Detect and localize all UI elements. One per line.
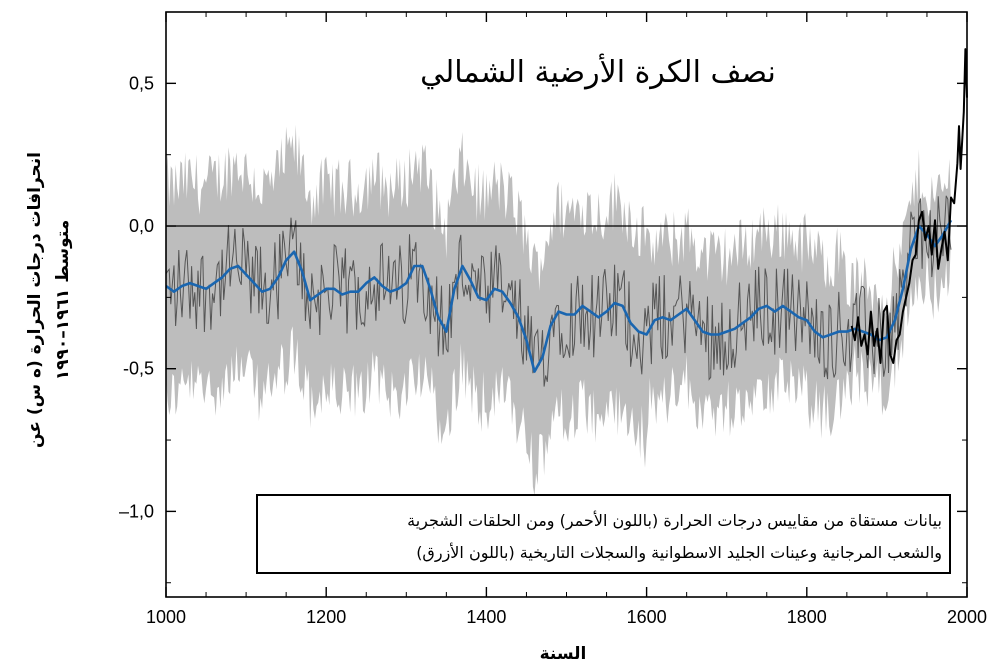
- x-axis-title: السنة: [540, 644, 587, 664]
- chart-title: نصف الكرة الأرضية الشمالي: [420, 52, 776, 90]
- x-tick-label: 1000: [146, 607, 186, 627]
- annual-proxy-line: [165, 195, 952, 387]
- y-axis-title-line-2: متوسط ١٩٦١–١٩٩٠: [53, 220, 73, 381]
- smoothed-proxy-layer: [165, 219, 953, 373]
- instrumental-layer: [850, 48, 968, 364]
- legend-frame: [256, 494, 951, 574]
- x-tick-label: 1800: [787, 607, 827, 627]
- tick-marks: [165, 11, 968, 597]
- y-axis-title: انحرافات درجات الحرارة (ه س) عن متوسط ١٩…: [25, 152, 73, 448]
- legend-line-2: والشعب المرجانية وعينات الجليد الاسطواني…: [416, 542, 942, 563]
- y-tick-label: –1,0: [119, 501, 154, 521]
- legend-box: بيانات مستقاة من مقاييس درجات الحرارة (ب…: [256, 494, 951, 574]
- tick-labels: 1000 1200 1400 1600 1800 2000 –1,0 -0,5 0,0 0,5: [119, 73, 987, 627]
- x-tick-label: 1200: [306, 607, 346, 627]
- instrumental-line: [850, 48, 968, 364]
- x-tick-label: 2000: [947, 607, 987, 627]
- y-tick-label: 0,0: [129, 216, 154, 236]
- x-tick-label: 1400: [466, 607, 506, 627]
- smoothed-proxy-line: [165, 219, 953, 373]
- y-tick-label: 0,5: [129, 73, 154, 93]
- y-axis-title-line-1: انحرافات درجات الحرارة (ه س) عن: [25, 152, 45, 448]
- y-tick-label: -0,5: [123, 359, 154, 379]
- x-tick-label: 1600: [627, 607, 667, 627]
- annual-proxy-layer: [165, 195, 952, 387]
- legend-line-1: بيانات مستقاة من مقاييس درجات الحرارة (ب…: [407, 510, 942, 531]
